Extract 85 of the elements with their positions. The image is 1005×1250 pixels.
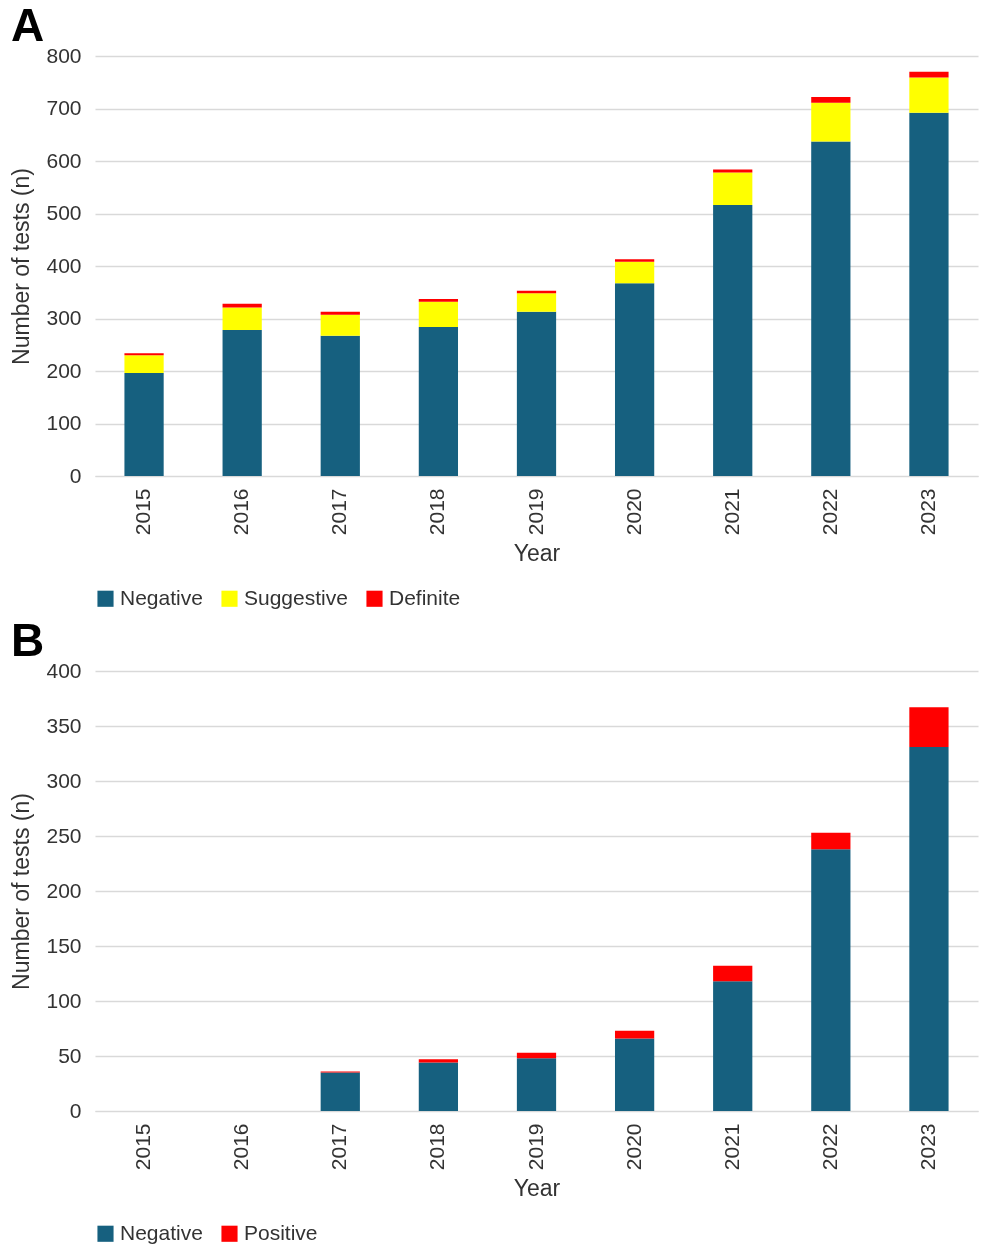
bar xyxy=(713,965,753,982)
legend-label: Positive xyxy=(244,1220,318,1244)
bar xyxy=(320,1072,360,1111)
x-axis-title: Year xyxy=(513,540,561,567)
x-tick-label: 2021 xyxy=(719,488,743,536)
bar xyxy=(811,141,851,476)
y-tick-label: 100 xyxy=(46,988,82,1012)
bar xyxy=(418,301,459,327)
bar xyxy=(418,326,459,476)
y-tick-label: 150 xyxy=(46,933,82,957)
y-tick-label: 50 xyxy=(58,1043,82,1067)
x-tick-label: 2016 xyxy=(229,1123,253,1171)
bar xyxy=(811,96,851,103)
x-tick-label: 2015 xyxy=(131,488,155,536)
bar xyxy=(516,1052,557,1059)
bar xyxy=(418,299,459,302)
x-axis-title: Year xyxy=(513,1175,561,1202)
x-tick-label: 2016 xyxy=(229,488,253,536)
y-tick-label: 500 xyxy=(46,201,82,224)
bar xyxy=(713,205,753,476)
x-tick-label: 2018 xyxy=(425,488,449,536)
bar xyxy=(713,172,753,206)
bar xyxy=(516,1058,557,1111)
x-tick-label: 2017 xyxy=(327,1123,351,1171)
y-tick-label: 300 xyxy=(46,768,82,792)
bar xyxy=(516,293,557,312)
y-tick-label: 800 xyxy=(46,43,82,67)
bar xyxy=(713,169,753,173)
x-tick-label: 2015 xyxy=(131,1123,155,1171)
y-tick-label: 0 xyxy=(69,463,82,487)
legend-label: Negative xyxy=(120,585,203,609)
bar xyxy=(909,112,949,476)
bar xyxy=(614,259,655,262)
x-tick-label: 2021 xyxy=(719,1123,743,1171)
x-tick-label: 2018 xyxy=(425,1123,449,1171)
y-tick-label: 400 xyxy=(46,253,82,277)
y-tick-label: 100 xyxy=(46,411,82,434)
y-tick-label: 600 xyxy=(46,148,82,172)
bar xyxy=(614,283,655,476)
y-tick-label: 700 xyxy=(46,96,82,119)
y-tick-label: 0 xyxy=(69,1098,82,1122)
bar xyxy=(614,1038,655,1111)
y-axis-title: Number of tests (n) xyxy=(8,793,35,990)
x-tick-label: 2020 xyxy=(621,488,645,536)
bar xyxy=(320,335,360,476)
bar xyxy=(418,1062,459,1111)
y-tick-label: 250 xyxy=(46,823,82,847)
x-tick-label: 2023 xyxy=(915,488,939,536)
x-tick-label: 2022 xyxy=(817,1123,841,1171)
bar xyxy=(909,71,949,78)
bar xyxy=(909,746,949,1111)
bar xyxy=(614,1030,655,1039)
bar xyxy=(124,353,164,356)
y-axis-title: Number of tests (n) xyxy=(8,168,35,365)
bar xyxy=(811,849,851,1111)
y-tick-label: 200 xyxy=(46,358,82,382)
bar xyxy=(811,832,851,850)
x-tick-label: 2019 xyxy=(523,1123,547,1171)
bar xyxy=(222,307,262,331)
bar xyxy=(811,102,851,142)
legend-label: Suggestive xyxy=(244,585,348,609)
bar xyxy=(516,311,557,476)
chart-title: B xyxy=(10,614,45,666)
bar xyxy=(320,311,360,315)
x-tick-label: 2023 xyxy=(915,1123,939,1171)
legend-label: Negative xyxy=(120,1220,203,1244)
y-tick-label: 300 xyxy=(46,306,82,329)
x-tick-label: 2020 xyxy=(621,1123,645,1171)
bar xyxy=(124,355,164,374)
bar xyxy=(320,314,360,336)
y-tick-label: 350 xyxy=(46,713,82,737)
bar xyxy=(909,77,949,113)
bar xyxy=(909,707,949,747)
legend-label: Definite xyxy=(389,585,461,609)
bar xyxy=(124,373,164,476)
bar xyxy=(713,981,753,1111)
x-tick-label: 2017 xyxy=(327,488,351,536)
x-tick-label: 2019 xyxy=(523,488,547,536)
y-tick-label: 400 xyxy=(46,658,82,682)
bar xyxy=(222,330,262,476)
chart-title: A xyxy=(10,0,45,51)
bar xyxy=(614,261,655,284)
y-tick-label: 200 xyxy=(46,878,82,902)
bar xyxy=(418,1059,459,1063)
x-tick-label: 2022 xyxy=(817,488,841,536)
